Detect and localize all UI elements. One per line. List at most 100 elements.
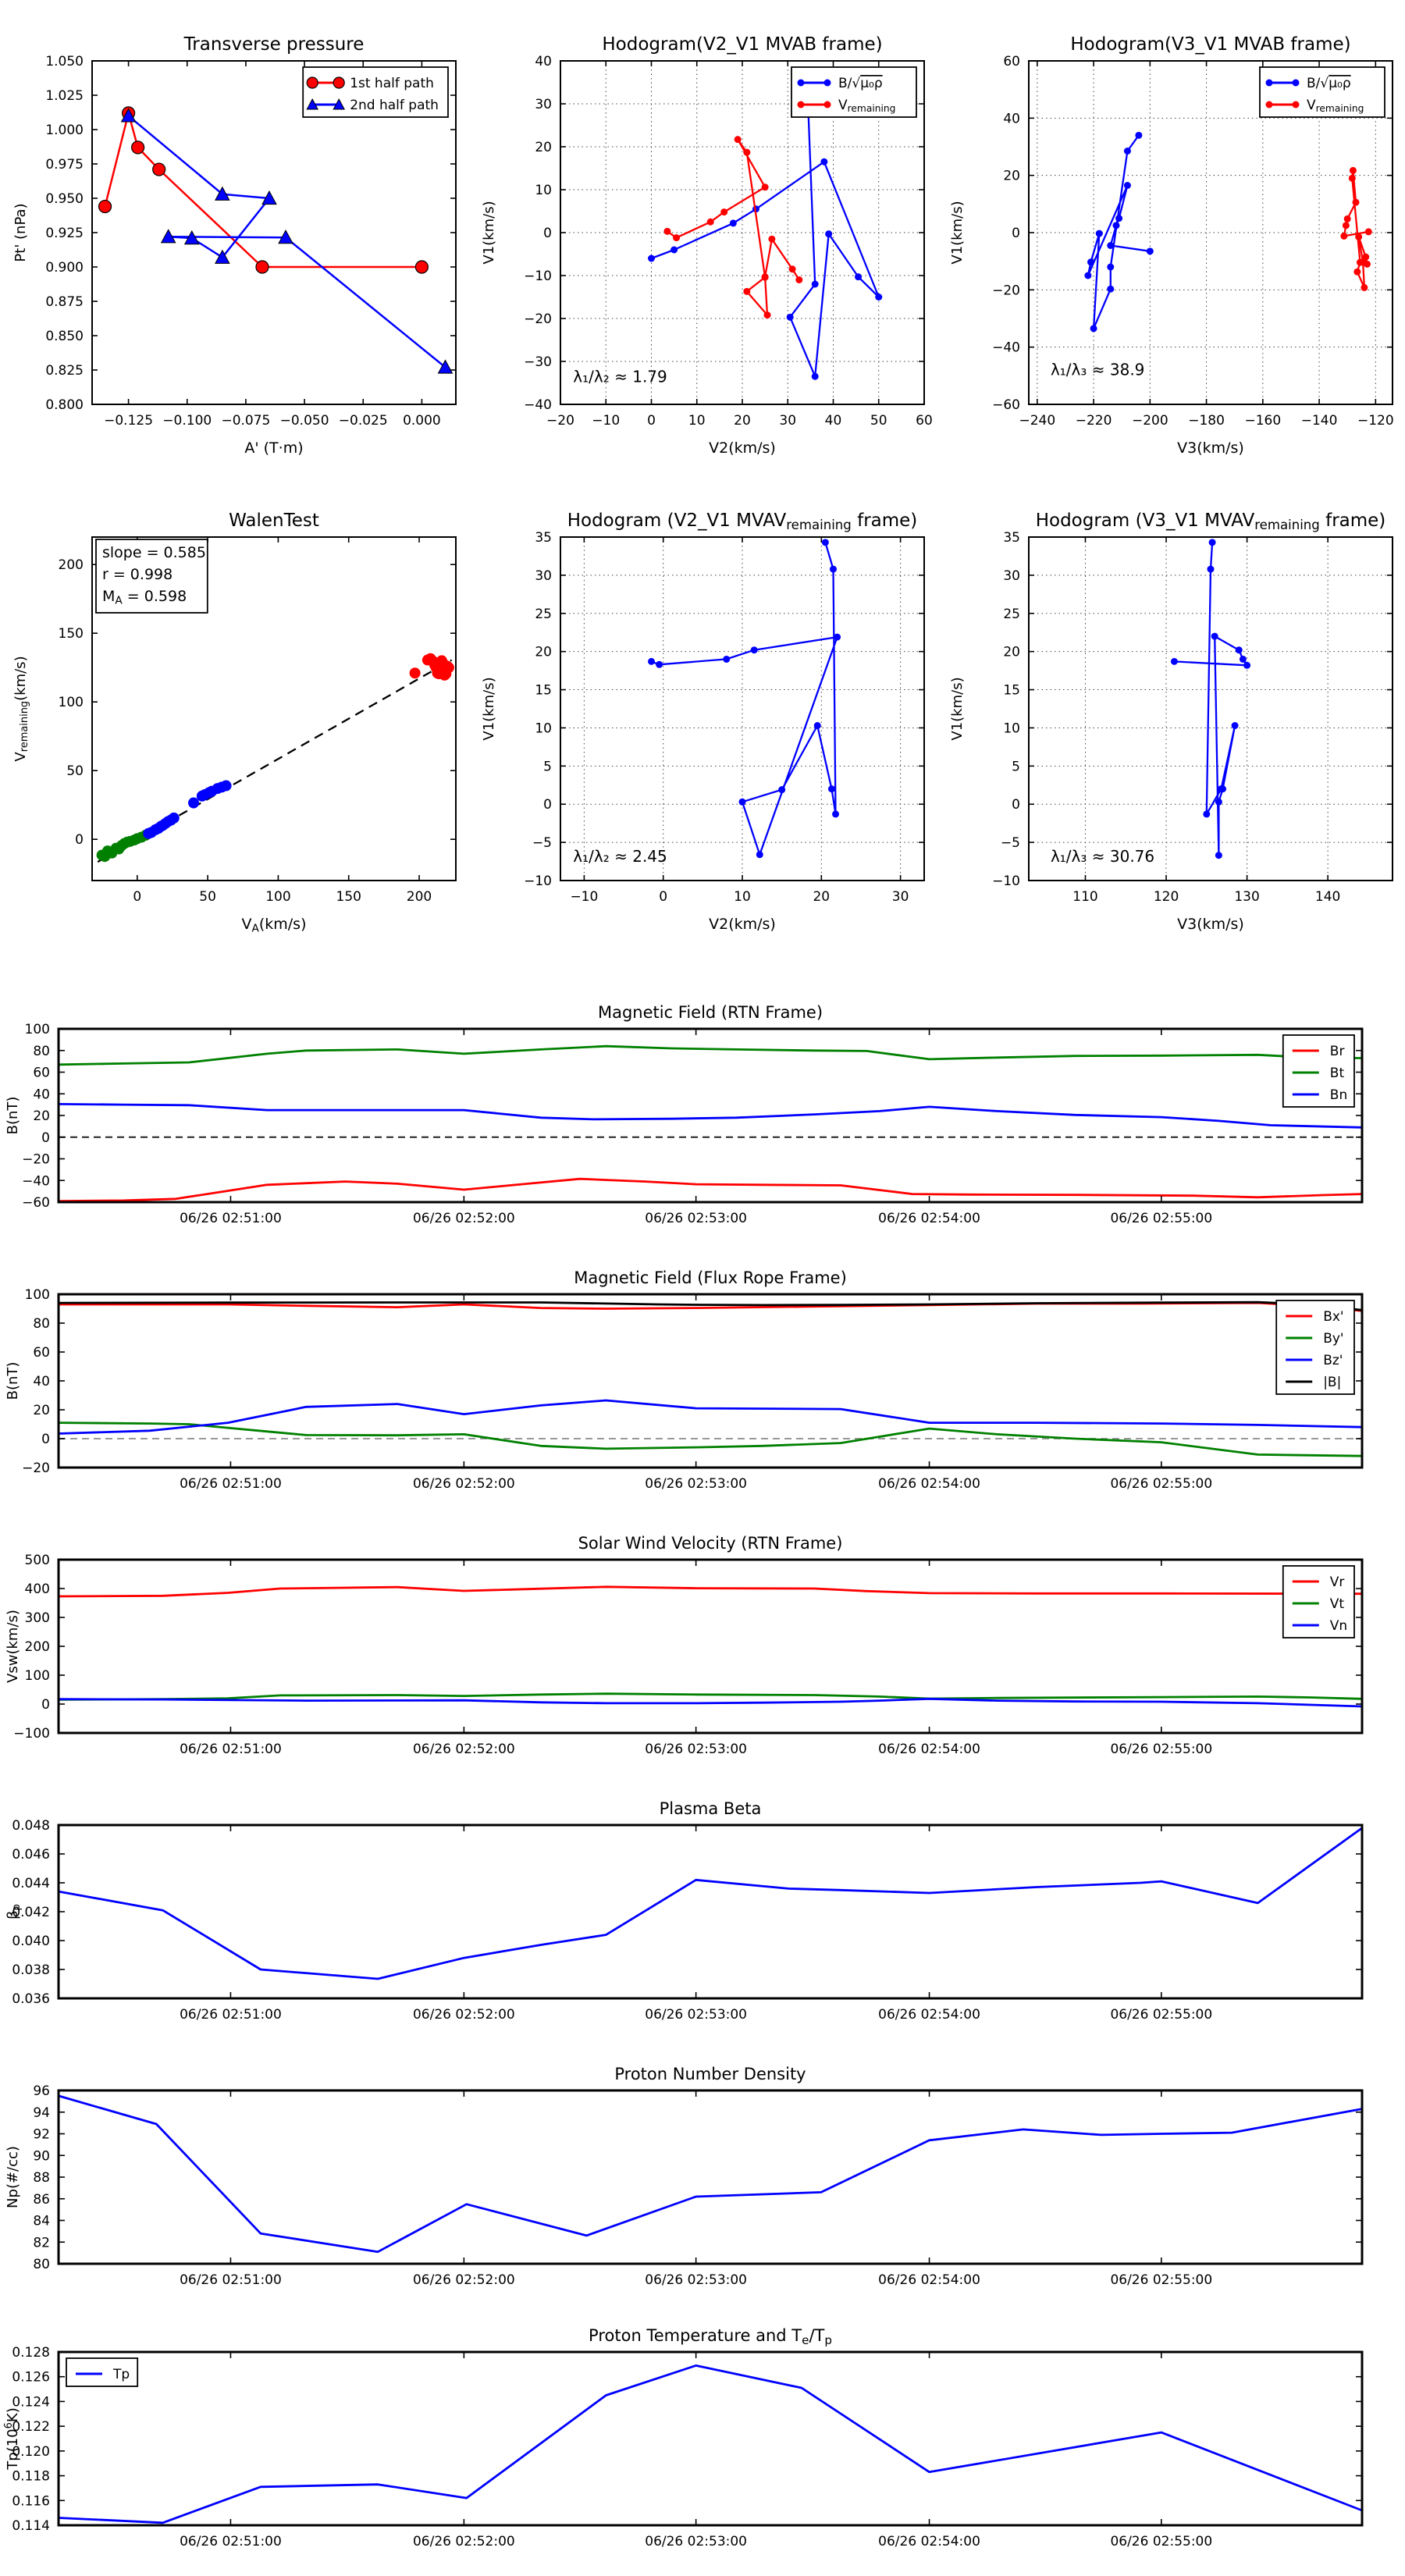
x-tick-label: −240 [1019,413,1055,429]
legend-label: 2nd half path [350,98,439,113]
x-tick-label: 06/26 02:55:00 [1110,2534,1212,2549]
y-tick-label: 300 [25,1610,50,1626]
data-marker [656,660,663,668]
x-tick-label: 06/26 02:55:00 [1110,2272,1212,2288]
y-tick-label: 60 [1003,54,1020,69]
x-tick-label: 0 [647,413,656,429]
data-marker [215,249,230,264]
data-marker [1215,852,1222,859]
annotation: λ₁/λ₂ ≈ 2.45 [573,847,667,866]
stats-line: MA = 0.598 [102,588,187,607]
data-marker [811,280,819,288]
x-tick-label: 20 [813,889,830,905]
y-tick-label: −30 [524,354,552,370]
data-marker [743,148,751,156]
x-tick-label: 06/26 02:52:00 [413,2534,515,2549]
data-marker [1115,215,1123,222]
series-vt [58,1692,1363,1701]
data-marker [795,276,803,283]
x-tick-label: 06/26 02:52:00 [413,2007,515,2023]
data-marker [333,98,346,110]
data-marker [706,218,714,226]
data-marker [261,190,277,205]
legend-box [302,66,449,118]
panel-plasma-beta: 06/26 02:51:00 06/26 02:52:00 06/26 02:53:… [0,1781,1405,2045]
legend-label: Tp [112,2367,130,2382]
y-tick-label: 10 [535,183,552,198]
legend-label: Bt [1330,1066,1345,1081]
data-marker [1340,232,1348,240]
y-tick-label: 20 [1003,645,1020,660]
solar-wind-velocity-svg: 06/26 02:51:00 06/26 02:52:00 06/26 02:53:… [5,1534,1364,1757]
annotation: λ₁/λ₂ ≈ 1.79 [573,367,667,386]
magnetic-field-flux-rope-svg: 06/26 02:51:00 06/26 02:52:00 06/26 02:53:… [5,1268,1364,1492]
y-axis-label: Pt' (nPa) [12,203,29,262]
y-tick-label: 80 [33,2257,50,2272]
legend-label: Bx' [1323,1309,1343,1325]
y-tick-label: 35 [1003,530,1020,546]
x-tick-label: 140 [1315,889,1340,905]
y-tick-label: 0 [41,1130,50,1146]
data-marker [811,372,819,380]
x-tick-label: 06/26 02:53:00 [645,2534,747,2549]
y-tick-label: 0 [41,1697,50,1713]
x-tick-label: −140 [1301,413,1338,429]
panel-title: Magnetic Field (Flux Rope Frame) [574,1268,847,1287]
data-marker [1349,166,1357,174]
y-tick-label: 0.800 [45,397,84,413]
x-tick-label: 06/26 02:52:00 [413,1476,515,1492]
legend-box [66,2357,139,2387]
series-vn [58,1697,1363,1708]
data-marker [756,851,763,859]
data-marker [1363,260,1371,268]
y-tick-label: −40 [22,1173,50,1189]
data-marker [738,798,746,806]
data-marker [761,183,769,191]
y-axis-label: Np(#/cc) [5,2146,21,2208]
legend-box [1259,66,1385,118]
y-tick-label: −20 [992,283,1020,298]
data-marker [306,98,319,110]
data-marker [786,313,794,321]
y-axis-label: V1(km/s) [949,677,966,740]
x-axis-label: V3(km/s) [1177,916,1244,933]
panel-title: Solar Wind Velocity (RTN Frame) [578,1534,843,1553]
data-marker [1135,131,1143,139]
y-tick-label: 20 [535,140,552,155]
data-marker [409,667,421,679]
y-tick-label: −60 [22,1195,50,1211]
data-marker [1146,247,1154,255]
data-marker [168,812,180,824]
y-tick-label: 0.048 [12,1818,50,1834]
panel-hodogram-v3v1-mvav: 110 120 130 140 35 30 25 20 15 10 5 0 −5 −10 Hodogram … [937,486,1405,952]
y-tick-label: −100 [13,1726,50,1742]
x-axis-label: A' (T·m) [244,439,303,457]
x-tick-label: 06/26 02:51:00 [180,1211,282,1226]
series-bn [58,1103,1363,1129]
y-tick-label: 0.128 [12,2345,50,2361]
y-tick-label: 20 [535,645,552,660]
x-tick-label: −0.125 [104,413,153,429]
data-marker [763,311,771,319]
panel-title: Hodogram (V3_V1 MVAVremaining frame) [1036,511,1386,532]
y-tick-label: 10 [535,720,552,736]
y-tick-label: 1.000 [45,123,84,138]
y-tick-label: 40 [535,54,552,69]
y-tick-label: 0 [543,797,552,813]
x-tick-label: −0.100 [162,413,212,429]
data-marker [1231,722,1239,730]
x-tick-label: 06/26 02:51:00 [180,1476,282,1492]
panel-walen-test: 0 50 100 150 200 0 50 100 150 200 WalenTest VA(km/s… [0,486,468,952]
x-tick-label: −0.050 [280,413,329,429]
data-marker [414,260,429,274]
y-tick-label: 92 [33,2127,50,2143]
y-tick-label: 0.925 [45,226,84,241]
panel-title: Magnetic Field (RTN Frame) [598,1003,823,1022]
y-tick-label: −20 [22,1152,50,1168]
hodogram-v2v1-mvab-svg: −20 −10 0 10 20 30 40 50 60 40 30 20 10 0 −10 −20 −30 −40… [481,34,933,457]
magnetic-field-rtn-svg: 06/26 02:51:00 06/26 02:52:00 06/26 02:53:… [5,1003,1364,1226]
y-tick-label: 0.975 [45,157,84,173]
y-tick-label: 40 [1003,111,1020,126]
y-tick-label: 0 [41,1432,50,1447]
